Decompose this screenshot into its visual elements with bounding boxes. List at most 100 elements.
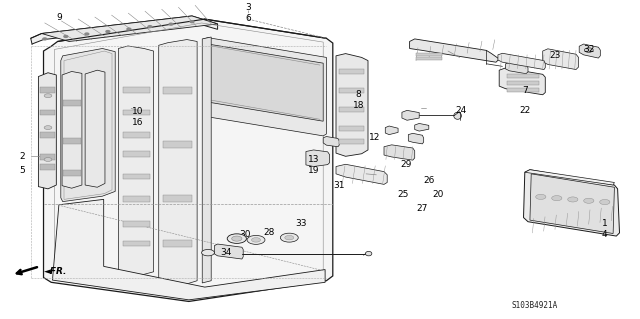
Text: 4: 4: [602, 230, 607, 239]
Circle shape: [169, 23, 173, 25]
Bar: [416, 53, 442, 56]
Bar: [40, 87, 55, 93]
Polygon shape: [402, 110, 419, 120]
Bar: [40, 110, 55, 115]
Bar: [163, 195, 192, 202]
Text: 30: 30: [239, 230, 251, 239]
Ellipse shape: [365, 251, 372, 256]
Bar: [40, 164, 55, 170]
Polygon shape: [530, 174, 614, 234]
Polygon shape: [384, 145, 415, 160]
Text: 32: 32: [583, 45, 595, 54]
Text: 3: 3: [246, 3, 251, 11]
Polygon shape: [323, 137, 339, 147]
Polygon shape: [85, 70, 105, 187]
Polygon shape: [408, 133, 424, 144]
Circle shape: [64, 35, 68, 37]
Polygon shape: [579, 44, 600, 58]
Text: 29: 29: [401, 160, 412, 169]
Circle shape: [202, 249, 214, 256]
Polygon shape: [159, 40, 197, 287]
Polygon shape: [202, 37, 211, 283]
Text: 9: 9: [56, 13, 61, 22]
Polygon shape: [410, 39, 499, 62]
Circle shape: [227, 234, 246, 243]
Text: 1: 1: [602, 219, 607, 228]
Circle shape: [280, 233, 298, 242]
Polygon shape: [525, 170, 614, 185]
Bar: [40, 154, 55, 160]
Circle shape: [44, 126, 52, 130]
Polygon shape: [38, 73, 56, 189]
Text: 5: 5: [20, 166, 25, 175]
Polygon shape: [61, 48, 115, 202]
Bar: [339, 88, 364, 93]
Polygon shape: [385, 126, 398, 135]
Circle shape: [190, 21, 194, 23]
Text: 2: 2: [20, 152, 25, 161]
Text: 8: 8: [356, 90, 361, 99]
Circle shape: [536, 194, 546, 199]
Polygon shape: [208, 44, 323, 121]
Polygon shape: [62, 71, 82, 188]
Text: 7: 7: [522, 86, 527, 95]
Polygon shape: [498, 53, 545, 70]
Polygon shape: [336, 164, 387, 184]
Polygon shape: [214, 244, 243, 259]
Polygon shape: [118, 46, 154, 277]
Text: 33: 33: [295, 219, 307, 228]
Text: S103B4921A: S103B4921A: [512, 301, 558, 310]
Bar: [123, 87, 150, 93]
Polygon shape: [52, 199, 325, 300]
Bar: [339, 126, 364, 131]
Text: 23: 23: [550, 51, 561, 60]
Bar: [123, 174, 150, 179]
Polygon shape: [306, 150, 330, 167]
Text: 16: 16: [132, 118, 143, 127]
Text: 26: 26: [423, 176, 435, 185]
Bar: [339, 107, 364, 112]
Text: 31: 31: [333, 181, 345, 189]
Circle shape: [584, 48, 593, 52]
Text: 24: 24: [455, 106, 467, 115]
Polygon shape: [204, 38, 326, 136]
Polygon shape: [543, 49, 579, 70]
Bar: [123, 110, 150, 115]
Circle shape: [252, 238, 260, 242]
Bar: [163, 141, 192, 148]
Polygon shape: [336, 54, 368, 156]
Text: ◄FR.: ◄FR.: [44, 267, 67, 276]
Circle shape: [552, 196, 562, 201]
Bar: [63, 138, 81, 144]
Circle shape: [247, 235, 265, 244]
Bar: [123, 151, 150, 157]
Bar: [507, 88, 539, 92]
Polygon shape: [506, 62, 528, 74]
Circle shape: [232, 236, 242, 241]
Bar: [123, 132, 150, 138]
Polygon shape: [31, 16, 218, 44]
Circle shape: [568, 197, 578, 202]
Text: 20: 20: [433, 190, 444, 199]
Bar: [63, 170, 81, 176]
Bar: [339, 139, 364, 144]
Text: 19: 19: [308, 166, 319, 175]
Text: 10: 10: [132, 107, 143, 116]
Bar: [123, 196, 150, 202]
Bar: [123, 221, 150, 227]
Text: 22: 22: [519, 106, 531, 115]
Circle shape: [127, 28, 131, 30]
Polygon shape: [524, 170, 620, 236]
Text: 6: 6: [246, 14, 251, 23]
Polygon shape: [415, 123, 429, 131]
Polygon shape: [42, 16, 218, 41]
Bar: [123, 241, 150, 246]
Circle shape: [106, 31, 110, 33]
Ellipse shape: [454, 112, 461, 119]
Circle shape: [148, 26, 152, 27]
Bar: [163, 240, 192, 247]
Text: 28: 28: [263, 228, 275, 237]
Text: 27: 27: [417, 204, 428, 213]
Circle shape: [285, 235, 294, 240]
Circle shape: [44, 94, 52, 98]
